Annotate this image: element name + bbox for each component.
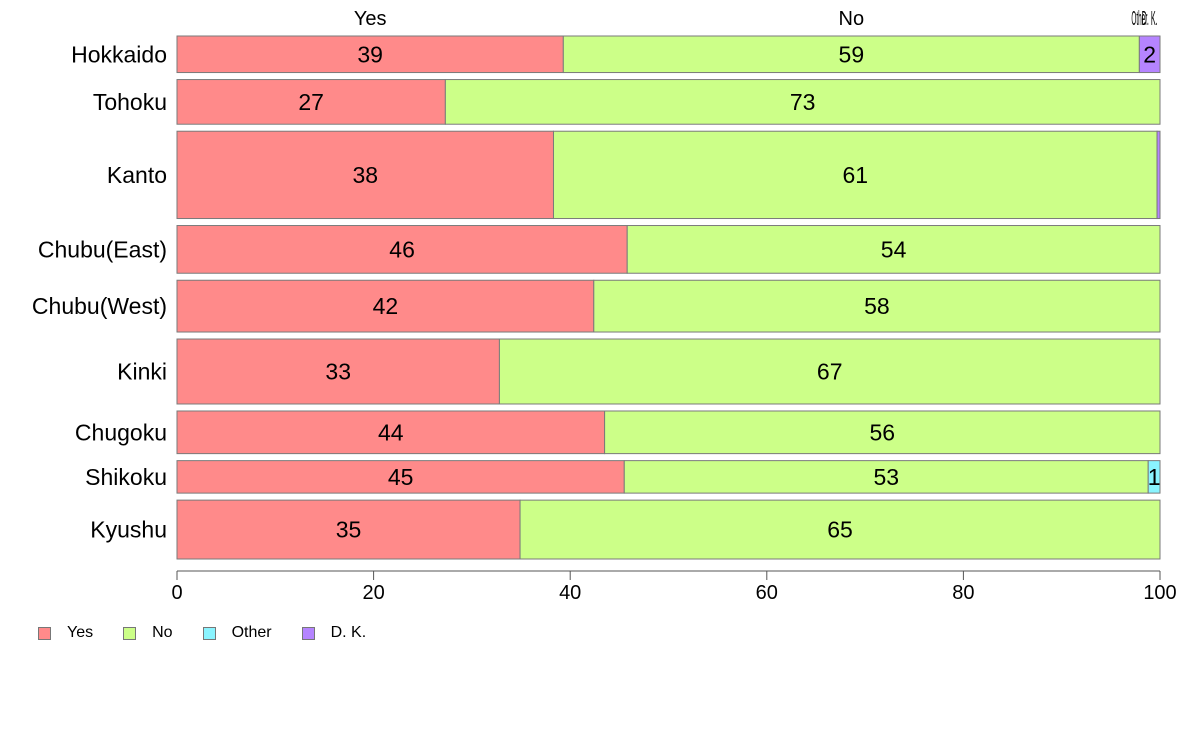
x-tick-label: 60 [756,582,778,604]
category-label: Tohoku [93,89,167,115]
top-series-label: Yes [354,8,387,30]
x-axis: 0 20 40 60 80 100 [171,570,1177,604]
data-label: 67 [817,359,843,385]
legend-item: Other [202,624,272,642]
legend-item: No [123,624,173,642]
bar-segment [176,130,554,220]
data-label: 35 [336,517,362,543]
bar-segment [1138,35,1161,74]
bar-segment [444,79,1161,125]
data-label: 38 [352,162,378,188]
category-label: Hokkaido [71,41,167,67]
data-label: 53 [873,464,899,490]
data-label: 58 [864,293,890,319]
bar-segment [1156,130,1161,220]
bar-row: 44 56 [176,410,1161,455]
category-label: Chugoku [75,419,167,445]
data-label: 42 [373,293,399,319]
data-label: 73 [790,89,816,115]
legend-swatch [301,626,315,640]
bar-row: 35 65 [176,499,1161,560]
top-series-label: No [839,8,865,30]
bar-row: 42 58 [176,279,1161,333]
data-label: 59 [839,41,865,67]
bar-row: 45 53 1 [176,460,1161,494]
category-label: Chubu(West) [32,293,167,319]
x-tick-label: 20 [362,582,384,604]
legend-item: D. K. [301,624,367,642]
data-label: 33 [325,359,351,385]
data-label: 54 [881,236,907,262]
legend-label: Other [231,624,272,641]
legend-label: No [152,624,173,641]
category-label: Chubu(East) [38,236,167,262]
legend: Yes No Other D. K. [38,624,396,642]
bar-segment [176,225,628,274]
legend-item: Yes [38,624,93,642]
category-labels: Hokkaido Tohoku Kanto Chubu(East) Chubu(West… [32,41,167,542]
legend-swatch [123,626,137,640]
category-label: Shikoku [85,464,167,490]
top-series-label: Other [1131,8,1147,30]
category-label: Kinki [117,359,167,385]
data-label: 39 [357,41,383,67]
bar-segment [176,338,500,405]
legend-swatch [202,626,216,640]
bar-row: 33 67 [176,338,1161,405]
bar-segment [623,460,1149,494]
data-label: 56 [870,419,896,445]
legend-swatch [38,626,51,640]
x-tick-label: 80 [952,582,974,604]
bar-segment [176,499,521,560]
category-label: Kyushu [90,517,167,543]
legend-label: Yes [67,624,94,641]
x-tick-label: 0 [171,582,182,604]
data-label: 27 [298,89,324,115]
bar-row: 38 61 [176,130,1161,220]
bar-segment [626,225,1161,274]
x-tick-label: 40 [559,582,581,604]
legend-label: D. K. [330,624,367,641]
bar-row: 39 59 2 [176,35,1161,74]
bar-row: 27 73 [176,79,1161,125]
top-series-label: D. K. [1142,8,1158,30]
data-label: 46 [389,236,415,262]
data-label: 44 [378,419,404,445]
data-label: 45 [388,464,414,490]
plot-area: 39 59 2 27 73 38 61 46 54 42 58 33 67 44 56 45 53 1 35 65 [176,35,1161,560]
x-tick-label: 100 [1143,582,1176,604]
bar-segment [176,279,595,333]
category-label: Kanto [107,162,167,188]
data-label: 61 [842,162,868,188]
bar-segment [519,499,1161,560]
bar-row: 46 54 [176,225,1161,274]
bar-segment [552,130,1158,220]
bar-segment [593,279,1161,333]
bar-segment [1147,460,1161,494]
data-label: 2 [1143,41,1156,67]
data-label: 65 [827,517,853,543]
data-label: 1 [1148,464,1161,490]
bar-segment [604,410,1161,455]
bar-segment [498,338,1161,405]
bar-segment [176,79,446,125]
